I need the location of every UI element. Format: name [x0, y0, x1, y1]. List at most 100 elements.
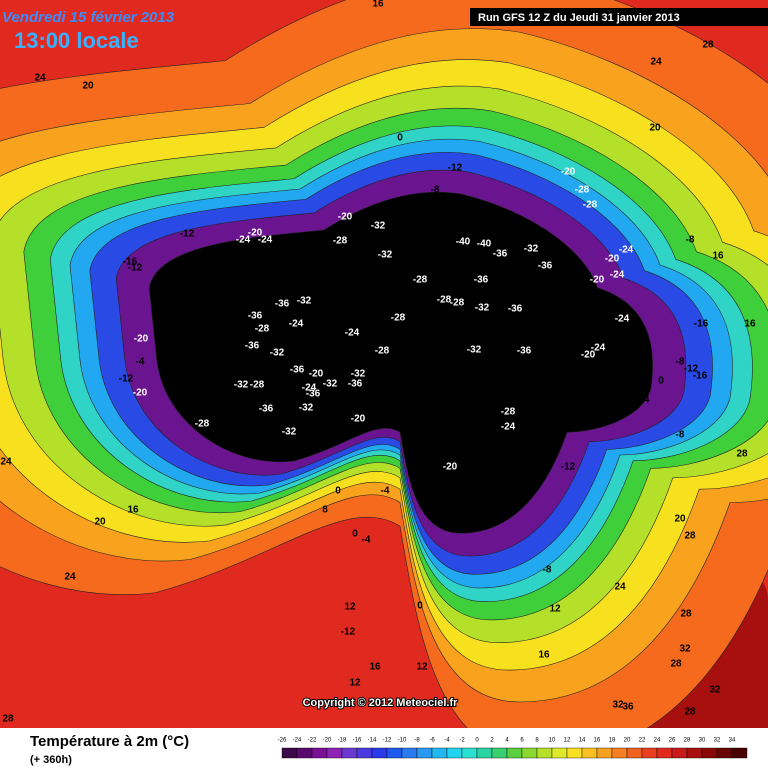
contour-label: 20 — [674, 514, 686, 525]
contour-label: -4 — [381, 486, 390, 497]
contour-label: -32 — [323, 379, 338, 390]
scale-label: 2 — [490, 738, 494, 744]
contour-label: -32 — [524, 244, 539, 255]
contour-label: -12 — [561, 462, 576, 473]
copyright: Copyright © 2012 Meteociel.fr — [303, 697, 459, 709]
scale-label: -12 — [383, 738, 392, 744]
contour-label: 16 — [712, 251, 724, 262]
scale-label: -24 — [293, 738, 302, 744]
contour-label: 28 — [736, 449, 748, 460]
contour-label: 12 — [549, 604, 561, 615]
contour-label: -24 — [302, 383, 317, 394]
contour-label: -28 — [195, 419, 210, 430]
scale-label: -6 — [429, 738, 435, 744]
contour-label: -8 — [676, 357, 685, 368]
contour-label: -20 — [605, 254, 620, 265]
scale-label: -4 — [444, 738, 450, 744]
contour-label: -36 — [474, 275, 489, 286]
contour-label: -28 — [375, 346, 390, 357]
scale-swatch — [281, 747, 298, 759]
scale-label: 34 — [729, 738, 736, 744]
contour-label: 32 — [679, 644, 691, 655]
contour-label: 16 — [538, 650, 550, 661]
contour-label: 16 — [369, 662, 381, 673]
contour-label: 24 — [34, 73, 46, 84]
contour-label: -24 — [610, 270, 625, 281]
contour-label: 20 — [82, 81, 94, 92]
contour-label: -32 — [299, 403, 314, 414]
scale-label: 20 — [624, 738, 631, 744]
scale-label: 4 — [505, 738, 509, 744]
contour-label: -28 — [583, 200, 598, 211]
contour-label: -32 — [378, 250, 393, 261]
contour-label: -4 — [136, 357, 145, 368]
contour-label: 28 — [670, 659, 682, 670]
contour-label: -32 — [467, 345, 482, 356]
contour-label: -36 — [508, 304, 523, 315]
contour-label: -28 — [391, 313, 406, 324]
contour-label: -8 — [173, 310, 182, 321]
contour-label: 20 — [94, 517, 106, 528]
contour-label: -16 — [442, 454, 457, 465]
contour-label: -24 — [289, 319, 304, 330]
contour-label: -16 — [123, 257, 138, 268]
scale-swatch — [476, 747, 493, 759]
contour-label: -28 — [450, 298, 465, 309]
contour-label: -12 — [119, 374, 134, 385]
contour-label: 0 — [658, 376, 664, 387]
contour-label: -12 — [341, 627, 356, 638]
contour-label: 36 — [622, 702, 634, 713]
contour-label: -20 — [590, 275, 605, 286]
contour-label: -12 — [128, 263, 143, 274]
scale-label: 6 — [520, 738, 524, 744]
scale-swatch — [311, 747, 328, 759]
contour-label: -12 — [163, 264, 178, 275]
scale-swatch — [671, 747, 688, 759]
scale-label: 28 — [684, 738, 691, 744]
contour-label: 28 — [2, 714, 14, 725]
contour-label: -4 — [641, 395, 650, 406]
contour-label: -16 — [255, 255, 270, 266]
scale-label: -22 — [308, 738, 317, 744]
contour-label: -28 — [250, 380, 265, 391]
contour-label: -32 — [475, 303, 490, 314]
scale-swatch — [431, 747, 448, 759]
contour-label: -8 — [543, 565, 552, 576]
contour-label: -36 — [517, 346, 532, 357]
temperature-band — [148, 191, 653, 534]
scale-swatch — [536, 747, 553, 759]
scale-swatch — [446, 747, 463, 759]
contour-label: -28 — [575, 185, 590, 196]
contour-label: -36 — [538, 261, 553, 272]
contour-label: -40 — [456, 237, 471, 248]
contour-label: 28 — [684, 531, 696, 542]
scale-swatch — [701, 747, 718, 759]
scale-swatch — [296, 747, 313, 759]
scale-swatch — [521, 747, 538, 759]
scale-swatch — [551, 747, 568, 759]
scale-label: 8 — [535, 738, 539, 744]
contour-label: -12 — [684, 364, 699, 375]
contour-label: -16 — [694, 319, 709, 330]
contour-label: -12 — [448, 163, 463, 174]
scale-swatch — [581, 747, 598, 759]
scale-swatch — [356, 747, 373, 759]
contour-label: -20 — [309, 369, 324, 380]
contour-label: 24 — [650, 57, 662, 68]
contour-label: -28 — [333, 236, 348, 247]
scale-label: 30 — [699, 738, 706, 744]
color-scale: -26 -24 -22 -20 -18 -16 -14 -12 -10 -8 -6 -4 -2 0 2 4 6 8… — [278, 738, 748, 759]
contour-label: 0 — [397, 133, 403, 144]
scale-label: -8 — [414, 738, 420, 744]
scale-swatch — [626, 747, 643, 759]
scale-swatch — [341, 747, 358, 759]
scale-swatch — [326, 747, 343, 759]
contour-label: -24 — [619, 245, 634, 256]
footer-lead: (+ 360h) — [30, 754, 72, 766]
contour-label: 0 — [352, 529, 358, 540]
scale-label: -10 — [398, 738, 407, 744]
contour-label: 20 — [649, 123, 661, 134]
contour-label: -24 — [258, 235, 273, 246]
contour-label: -20 — [133, 388, 148, 399]
